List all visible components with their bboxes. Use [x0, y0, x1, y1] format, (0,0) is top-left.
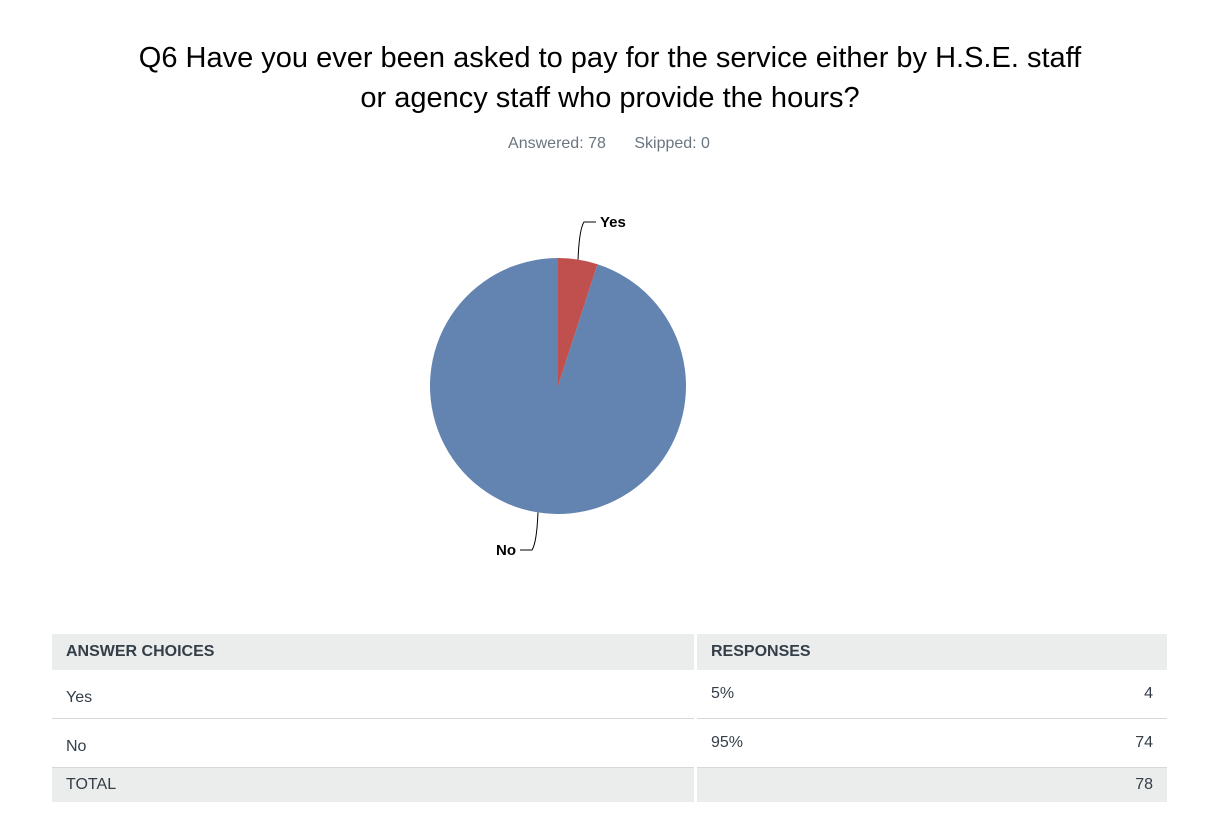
- count-value: 4: [1144, 685, 1153, 702]
- skipped-count: Skipped: 0: [634, 135, 710, 152]
- leader-line-yes: [577, 221, 596, 260]
- slice-label-no: No: [496, 542, 516, 559]
- total-cell: 78: [695, 767, 1167, 802]
- total-row: TOTAL 78: [52, 767, 1167, 802]
- title-line-1: Q6 Have you ever been asked to pay for t…: [138, 42, 1082, 74]
- pie-slice-yes: [558, 258, 598, 386]
- responses-table: ANSWER CHOICES RESPONSES Yes 5% 4 No 95%…: [52, 634, 1167, 802]
- response-cell: 5% 4: [695, 670, 1167, 719]
- response-cell: 95% 74: [695, 718, 1167, 768]
- chart-title: Q6 Have you ever been asked to pay for t…: [40, 38, 1180, 118]
- header-responses: RESPONSES: [695, 634, 1167, 670]
- title-line-2: or agency staff who provide the hours?: [360, 82, 860, 114]
- table-row: No 95% 74: [52, 718, 1167, 768]
- pie-chart-svg: Yes No: [430, 214, 687, 559]
- pie-slice-no: [430, 258, 687, 514]
- choice-cell: Yes: [52, 670, 697, 719]
- percent-value: 95%: [711, 734, 744, 751]
- slice-label-yes: Yes: [600, 214, 626, 231]
- count-value: 74: [1135, 734, 1153, 751]
- table-header-row: ANSWER CHOICES RESPONSES: [52, 634, 1167, 670]
- table-row: Yes 5% 4: [52, 670, 1167, 719]
- pie-chart: Yes No: [0, 190, 1218, 590]
- total-label: TOTAL: [52, 767, 697, 802]
- total-count: 78: [1135, 776, 1153, 793]
- percent-value: 5%: [711, 685, 735, 702]
- leader-line-no: [520, 512, 539, 551]
- choice-cell: No: [52, 718, 697, 768]
- header-answer-choices: ANSWER CHOICES: [52, 634, 697, 670]
- answered-count: Answered: 78: [508, 135, 606, 152]
- response-summary: Answered: 78 Skipped: 0: [0, 135, 1218, 153]
